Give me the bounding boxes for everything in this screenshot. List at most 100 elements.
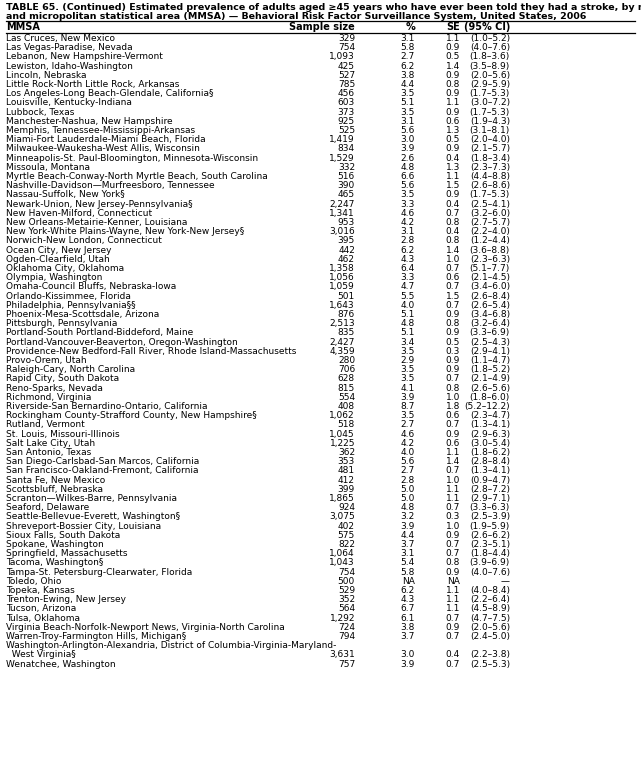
Text: 6.2: 6.2 [401, 586, 415, 595]
Text: (4.0–7.6): (4.0–7.6) [470, 568, 510, 577]
Text: 5.1: 5.1 [401, 99, 415, 108]
Text: Tulsa, Oklahoma: Tulsa, Oklahoma [6, 613, 80, 622]
Text: (2.6–8.4): (2.6–8.4) [470, 292, 510, 301]
Text: 4.8: 4.8 [401, 319, 415, 328]
Text: Toledo, Ohio: Toledo, Ohio [6, 577, 62, 586]
Text: 0.9: 0.9 [445, 70, 460, 80]
Text: 0.4: 0.4 [445, 227, 460, 236]
Text: NA: NA [402, 577, 415, 586]
Text: 8.7: 8.7 [401, 402, 415, 411]
Text: (1.2–4.4): (1.2–4.4) [470, 236, 510, 246]
Text: (2.2–6.4): (2.2–6.4) [470, 595, 510, 604]
Text: Tucson, Arizona: Tucson, Arizona [6, 604, 76, 613]
Text: 0.7: 0.7 [445, 421, 460, 429]
Text: 408: 408 [338, 402, 355, 411]
Text: 822: 822 [338, 540, 355, 549]
Text: (3.0–5.4): (3.0–5.4) [470, 439, 510, 448]
Text: (1.8–3.6): (1.8–3.6) [470, 52, 510, 61]
Text: 1.4: 1.4 [445, 457, 460, 466]
Text: 6.7: 6.7 [401, 604, 415, 613]
Text: Ogden-Clearfield, Utah: Ogden-Clearfield, Utah [6, 255, 110, 264]
Text: 6.2: 6.2 [401, 246, 415, 255]
Text: Springfield, Massachusetts: Springfield, Massachusetts [6, 550, 128, 558]
Text: 1.1: 1.1 [445, 494, 460, 503]
Text: (3.3–6.9): (3.3–6.9) [470, 328, 510, 337]
Text: 0.6: 0.6 [445, 273, 460, 282]
Text: 0.9: 0.9 [445, 43, 460, 52]
Text: (1.0–5.2): (1.0–5.2) [470, 34, 510, 43]
Text: 5.1: 5.1 [401, 310, 415, 319]
Text: (2.9–4.1): (2.9–4.1) [470, 347, 510, 356]
Text: 3.5: 3.5 [401, 89, 415, 99]
Text: (4.0–7.6): (4.0–7.6) [470, 43, 510, 52]
Text: 1.0: 1.0 [445, 393, 460, 402]
Text: 3.5: 3.5 [401, 365, 415, 374]
Text: San Francisco-Oakland-Fremont, California: San Francisco-Oakland-Fremont, Californi… [6, 466, 199, 475]
Text: 3.0: 3.0 [401, 650, 415, 659]
Text: (1.8–6.0): (1.8–6.0) [470, 393, 510, 402]
Text: 4.4: 4.4 [401, 531, 415, 540]
Text: (95% CI): (95% CI) [463, 23, 510, 33]
Text: Tampa-St. Petersburg-Clearwater, Florida: Tampa-St. Petersburg-Clearwater, Florida [6, 568, 192, 577]
Text: (2.2–3.8): (2.2–3.8) [470, 650, 510, 659]
Text: 4.2: 4.2 [401, 218, 415, 227]
Text: 2,247: 2,247 [329, 199, 355, 208]
Text: 1,062: 1,062 [329, 411, 355, 420]
Text: 0.6: 0.6 [445, 117, 460, 126]
Text: 2.8: 2.8 [401, 475, 415, 484]
Text: 0.5: 0.5 [445, 135, 460, 144]
Text: Nashville-Davidson—Murfreesboro, Tennessee: Nashville-Davidson—Murfreesboro, Tenness… [6, 181, 215, 190]
Text: Shreveport-Bossier City, Louisiana: Shreveport-Bossier City, Louisiana [6, 522, 161, 531]
Text: 456: 456 [338, 89, 355, 99]
Text: 4.0: 4.0 [401, 448, 415, 457]
Text: 0.5: 0.5 [445, 337, 460, 346]
Text: 3.1: 3.1 [401, 117, 415, 126]
Text: 4.0: 4.0 [401, 301, 415, 310]
Text: 3.9: 3.9 [401, 393, 415, 402]
Text: 603: 603 [338, 99, 355, 108]
Text: 3.9: 3.9 [401, 522, 415, 531]
Text: 0.7: 0.7 [445, 283, 460, 291]
Text: Warren-Troy-Farmington Hills, Michigan§: Warren-Troy-Farmington Hills, Michigan§ [6, 632, 187, 641]
Text: Scranton—Wilkes-Barre, Pennsylvania: Scranton—Wilkes-Barre, Pennsylvania [6, 494, 177, 503]
Text: 757: 757 [338, 659, 355, 669]
Text: Rapid City, South Dakota: Rapid City, South Dakota [6, 374, 119, 384]
Text: 5.8: 5.8 [401, 43, 415, 52]
Text: 6.1: 6.1 [401, 613, 415, 622]
Text: 2.8: 2.8 [401, 236, 415, 246]
Text: 362: 362 [338, 448, 355, 457]
Text: (2.5–4.1): (2.5–4.1) [470, 199, 510, 208]
Text: (5.2–12.2): (5.2–12.2) [464, 402, 510, 411]
Text: 373: 373 [338, 108, 355, 117]
Text: (3.3–6.3): (3.3–6.3) [470, 503, 510, 512]
Text: St. Louis, Missouri-Illinois: St. Louis, Missouri-Illinois [6, 430, 120, 439]
Text: Topeka, Kansas: Topeka, Kansas [6, 586, 75, 595]
Text: (2.6–8.6): (2.6–8.6) [470, 181, 510, 190]
Text: 3.4: 3.4 [401, 337, 415, 346]
Text: (2.1–4.5): (2.1–4.5) [470, 273, 510, 282]
Text: Nassau-Suffolk, New York§: Nassau-Suffolk, New York§ [6, 190, 125, 199]
Text: Manchester-Nashua, New Hampshire: Manchester-Nashua, New Hampshire [6, 117, 172, 126]
Text: Olympia, Washington: Olympia, Washington [6, 273, 103, 282]
Text: 3.1: 3.1 [401, 227, 415, 236]
Text: 3.0: 3.0 [401, 135, 415, 144]
Text: (1.7–5.3): (1.7–5.3) [470, 108, 510, 117]
Text: Tacoma, Washington§: Tacoma, Washington§ [6, 559, 103, 568]
Text: 5.1: 5.1 [401, 328, 415, 337]
Text: 0.6: 0.6 [445, 411, 460, 420]
Text: 5.6: 5.6 [401, 457, 415, 466]
Text: 835: 835 [338, 328, 355, 337]
Text: 785: 785 [338, 80, 355, 89]
Text: 2.6: 2.6 [401, 154, 415, 163]
Text: (4.0–8.4): (4.0–8.4) [470, 586, 510, 595]
Text: Provo-Orem, Utah: Provo-Orem, Utah [6, 356, 87, 365]
Text: (3.4–6.8): (3.4–6.8) [470, 310, 510, 319]
Text: (2.8–8.4): (2.8–8.4) [470, 457, 510, 466]
Text: 402: 402 [338, 522, 355, 531]
Text: 0.4: 0.4 [445, 154, 460, 163]
Text: (2.0–5.6): (2.0–5.6) [470, 623, 510, 632]
Text: (2.5–3.9): (2.5–3.9) [470, 512, 510, 522]
Text: (2.5–5.3): (2.5–5.3) [470, 659, 510, 669]
Text: Lewiston, Idaho-Washington: Lewiston, Idaho-Washington [6, 61, 133, 70]
Text: (2.4–5.0): (2.4–5.0) [470, 632, 510, 641]
